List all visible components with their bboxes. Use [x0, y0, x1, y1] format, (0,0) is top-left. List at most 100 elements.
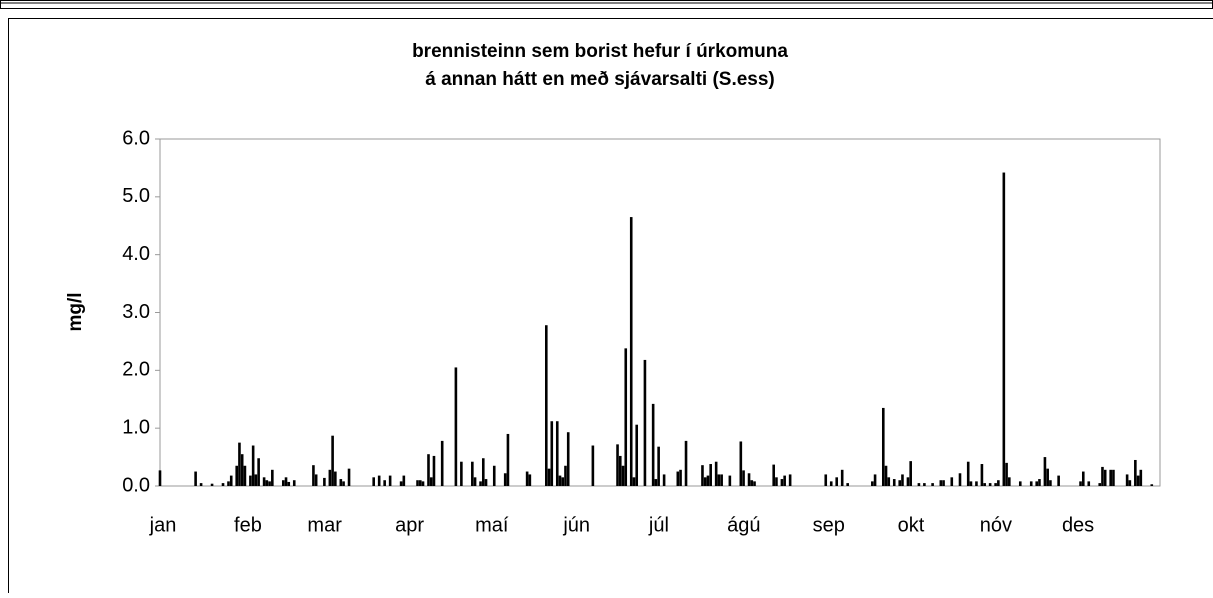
- bar: [677, 472, 680, 486]
- bar: [1038, 479, 1041, 486]
- y-tick-label: 1.0: [122, 416, 150, 438]
- bar: [474, 477, 477, 486]
- x-tick-label: mar: [307, 514, 342, 536]
- x-tick-label: júl: [648, 514, 669, 536]
- bar: [994, 483, 997, 486]
- bar: [679, 470, 682, 486]
- bar: [315, 474, 318, 486]
- bar: [293, 480, 296, 486]
- bar: [742, 470, 745, 486]
- bar: [331, 436, 334, 486]
- bar: [619, 456, 622, 486]
- bar: [633, 477, 636, 486]
- bar: [635, 425, 638, 486]
- x-tick-label: feb: [234, 514, 262, 536]
- y-tick-label: 0.0: [122, 474, 150, 496]
- bar: [550, 421, 553, 486]
- bar: [479, 481, 482, 486]
- bar: [882, 408, 885, 486]
- bar: [548, 469, 551, 486]
- bar: [227, 481, 230, 486]
- bar: [1019, 481, 1022, 486]
- bar: [471, 462, 474, 486]
- bar: [1044, 457, 1047, 486]
- bar: [983, 483, 986, 486]
- bar: [1101, 467, 1104, 486]
- bar: [567, 432, 570, 486]
- bar: [419, 480, 422, 486]
- y-axis-label: mg/l: [65, 292, 86, 331]
- bar: [940, 480, 943, 486]
- bar: [194, 472, 197, 486]
- bar: [255, 474, 258, 486]
- bar: [893, 479, 896, 486]
- bar: [241, 454, 244, 486]
- bar: [685, 441, 688, 486]
- bar: [997, 480, 1000, 486]
- bar: [789, 474, 792, 486]
- bar: [282, 480, 285, 486]
- bar: [485, 479, 488, 486]
- bar: [1098, 483, 1101, 486]
- bar: [775, 477, 778, 486]
- bar: [1140, 470, 1143, 486]
- bar: [561, 477, 564, 486]
- bar: [323, 478, 326, 486]
- x-tick-label: des: [1062, 514, 1094, 536]
- bar: [841, 470, 844, 486]
- bar: [526, 472, 529, 486]
- bar: [200, 483, 203, 486]
- bar: [704, 477, 707, 486]
- bar: [942, 480, 945, 486]
- bar: [287, 482, 290, 486]
- bar: [923, 483, 926, 486]
- bar: [1104, 470, 1107, 486]
- x-tick-label: jan: [149, 514, 177, 536]
- bar: [1046, 469, 1049, 486]
- bar: [372, 477, 375, 486]
- bar: [1005, 463, 1008, 486]
- bar: [1112, 470, 1115, 486]
- bar: [1035, 481, 1038, 486]
- bar: [238, 443, 241, 486]
- bar: [348, 469, 351, 486]
- y-tick-label: 6.0: [122, 127, 150, 149]
- bar: [1087, 481, 1090, 486]
- bar: [312, 465, 315, 486]
- bar: [1049, 480, 1052, 486]
- bar: [507, 434, 510, 486]
- bar: [400, 481, 403, 486]
- bar: [783, 476, 786, 486]
- x-tick-label: okt: [898, 514, 925, 536]
- bar: [340, 479, 343, 486]
- bar: [622, 466, 625, 486]
- chart-title: á annan hátt en með sjávarsalti (S.ess): [425, 69, 775, 90]
- bar: [159, 470, 162, 486]
- bar: [285, 477, 288, 486]
- x-tick-label: ágú: [727, 514, 760, 536]
- bar: [433, 456, 436, 486]
- y-tick-label: 4.0: [122, 243, 150, 265]
- bar: [427, 454, 430, 486]
- bar: [753, 481, 756, 486]
- bar: [655, 479, 658, 486]
- bar: [230, 476, 233, 486]
- bar: [970, 481, 973, 486]
- bar: [887, 477, 890, 486]
- bar: [931, 483, 934, 486]
- bar: [257, 458, 260, 486]
- bar: [989, 483, 992, 486]
- bar: [701, 465, 704, 486]
- top-frame: [1, 1, 1213, 9]
- bar: [901, 474, 904, 486]
- bar: [1109, 470, 1112, 486]
- bar: [1079, 481, 1082, 486]
- bar: [529, 474, 532, 486]
- bar: [874, 474, 877, 486]
- bar: [422, 481, 425, 486]
- bar: [616, 444, 619, 486]
- y-tick-label: 3.0: [122, 301, 150, 323]
- bar: [1129, 480, 1132, 486]
- bar: [959, 473, 962, 486]
- bar: [824, 474, 827, 486]
